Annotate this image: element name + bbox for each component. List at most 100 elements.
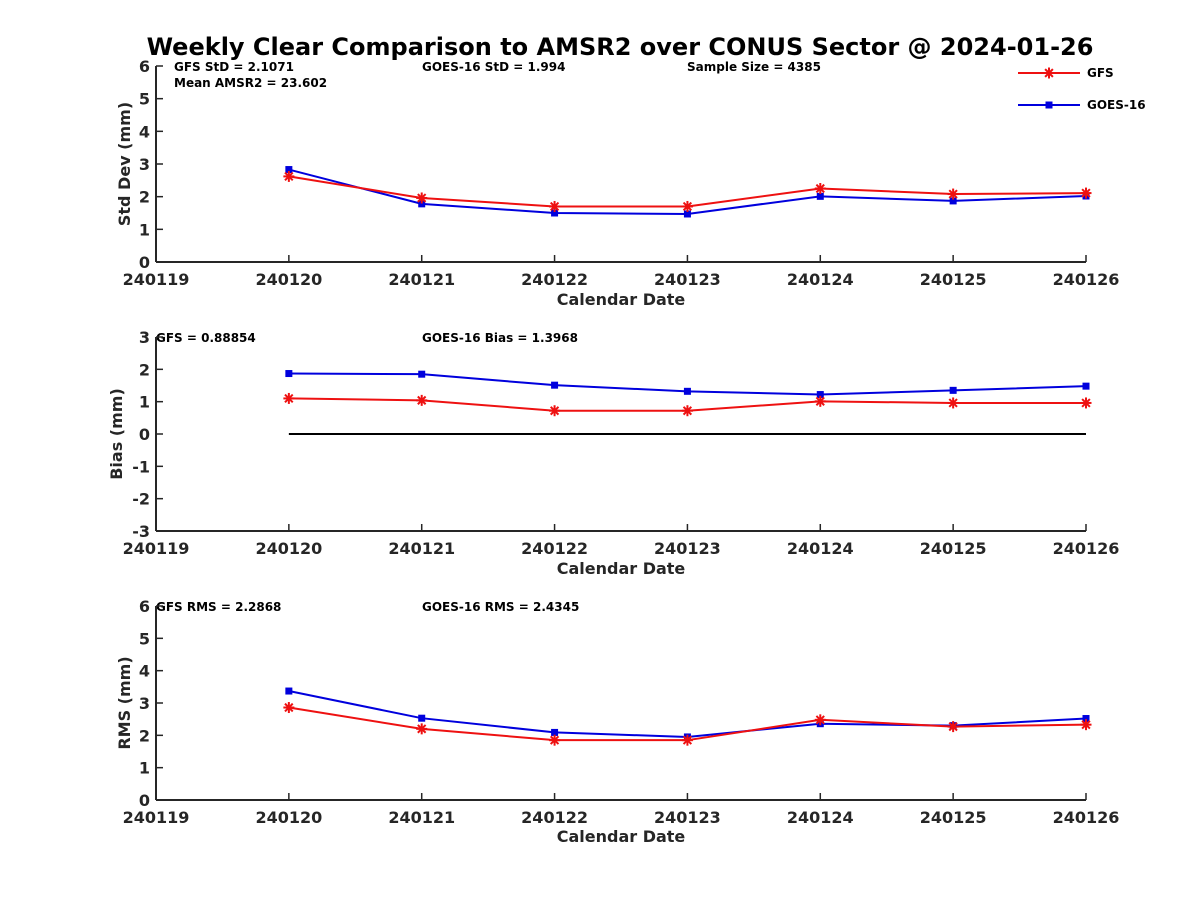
legend-gfs-marker-shape xyxy=(1043,67,1055,79)
bias-gfs-point xyxy=(1080,397,1092,409)
rms-x-tick-label: 240124 xyxy=(787,808,854,827)
asterisk-stroke xyxy=(284,171,294,182)
bias-gfs-point xyxy=(283,392,295,404)
asterisk-stroke xyxy=(815,396,825,406)
asterisk-stroke xyxy=(1081,720,1091,730)
bias-y-tick-label: -1 xyxy=(132,457,150,476)
asterisk-stroke xyxy=(549,201,560,212)
rms-x-tick-label: 240122 xyxy=(521,808,588,827)
std-dev-gfs-point xyxy=(283,170,295,182)
std-dev-y-tick-label: 2 xyxy=(139,188,150,207)
bias-x-tick-label: 240125 xyxy=(920,539,987,558)
bias-x-tick-label: 240124 xyxy=(787,539,854,558)
rms-goes-16-point xyxy=(551,728,559,736)
sample-size-annotation: Sample Size = 4385 xyxy=(687,60,821,74)
std-dev-x-tick-label: 240123 xyxy=(654,270,721,289)
legend-gfs-marker xyxy=(1043,67,1055,79)
std-dev-y-tick-label: 6 xyxy=(139,57,150,76)
asterisk-stroke xyxy=(417,724,427,734)
rms-y-tick-label: 0 xyxy=(139,791,150,810)
rms-y-tick-label: 5 xyxy=(139,629,150,648)
bias-x-tick-label: 240126 xyxy=(1053,539,1120,558)
bias-y-tick-label: 1 xyxy=(139,393,150,412)
asterisk-stroke xyxy=(948,398,958,408)
std-dev-x-axis-label: Calendar Date xyxy=(557,290,686,309)
bias-y-axis-label: Bias (mm) xyxy=(107,388,126,480)
gfs-rms-annotation: GFS RMS = 2.2868 xyxy=(156,600,281,614)
gfs-bias-annotation: GFS = 0.88854 xyxy=(156,331,256,345)
rms-x-tick-label: 240125 xyxy=(920,808,987,827)
goes-std-annotation: GOES-16 StD = 1.994 xyxy=(422,60,565,74)
bias-gfs-point xyxy=(814,395,826,407)
std-dev-gfs-point xyxy=(416,192,428,204)
rms-x-tick-label: 240126 xyxy=(1053,808,1120,827)
asterisk-stroke xyxy=(417,395,427,405)
bias-goes-16-point xyxy=(949,386,957,394)
std-dev-gfs-point xyxy=(1080,187,1092,199)
std-dev-y-axis-label: Std Dev (mm) xyxy=(115,102,134,226)
goes-rms-annotation: GOES-16 RMS = 2.4345 xyxy=(422,600,579,614)
mean-amsr2-annotation: Mean AMSR2 = 23.602 xyxy=(174,76,327,90)
std-dev-goes-16-point xyxy=(816,192,824,200)
bias-gfs-point xyxy=(416,394,428,406)
rms-y-axis-label: RMS (mm) xyxy=(115,656,134,749)
bias-y-tick-label: 0 xyxy=(139,425,150,444)
bias-goes-16-point xyxy=(285,370,293,378)
std-dev-x-tick-label: 240122 xyxy=(521,270,588,289)
std-dev-x-tick-label: 240125 xyxy=(920,270,987,289)
std-dev-goes-16-point xyxy=(418,200,426,208)
rms-x-tick-label: 240123 xyxy=(654,808,721,827)
std-dev-y-tick-label: 4 xyxy=(139,122,150,141)
rms-x-tick-label: 240119 xyxy=(123,808,190,827)
rms-goes-16-line xyxy=(288,690,1087,738)
std-dev-goes-16-point xyxy=(285,166,293,174)
rms-gfs-point xyxy=(549,734,561,746)
bias-gfs-point xyxy=(681,405,693,417)
std-dev-goes-16-point xyxy=(949,197,957,205)
std-dev-panel: GFS StD = 2.1071 Mean AMSR2 = 23.602 GOE… xyxy=(115,57,1119,309)
rms-goes-16-point xyxy=(285,687,293,695)
legend-goes-16-marker xyxy=(1045,101,1053,109)
bias-x-tick-label: 240119 xyxy=(123,539,190,558)
bias-x-tick-label: 240122 xyxy=(521,539,588,558)
asterisk-stroke xyxy=(1081,398,1091,408)
rms-x-tick-label: 240121 xyxy=(388,808,455,827)
std-dev-x-tick-label: 240126 xyxy=(1053,270,1120,289)
legend-goes-16-label: GOES-16 xyxy=(1087,98,1146,112)
rms-gfs-point xyxy=(283,702,295,714)
gfs-std-annotation: GFS StD = 2.1071 xyxy=(174,60,294,74)
rms-gfs-point xyxy=(1080,719,1092,731)
rms-gfs-point xyxy=(681,734,693,746)
rms-y-tick-label: 4 xyxy=(139,662,150,681)
bias-x-tick-label: 240121 xyxy=(388,539,455,558)
rms-y-tick-label: 2 xyxy=(139,726,150,745)
chart-title: Weekly Clear Comparison to AMSR2 over CO… xyxy=(147,33,1094,61)
std-dev-x-tick-label: 240124 xyxy=(787,270,854,289)
asterisk-stroke xyxy=(682,201,693,212)
rms-x-axis-label: Calendar Date xyxy=(557,827,686,846)
rms-gfs-point xyxy=(814,714,826,726)
bias-gfs-point xyxy=(549,405,561,417)
std-dev-x-tick-label: 240119 xyxy=(123,270,190,289)
rms-y-tick-label: 1 xyxy=(139,759,150,778)
rms-gfs-point xyxy=(947,721,959,733)
legend: GFS GOES-16 xyxy=(1018,66,1146,112)
bias-x-axis-label: Calendar Date xyxy=(557,559,686,578)
asterisk-stroke xyxy=(948,189,958,199)
bias-x-tick-label: 240120 xyxy=(255,539,322,558)
bias-goes-16-point xyxy=(418,370,426,378)
asterisk-stroke xyxy=(417,193,427,203)
rms-panel: GFS RMS = 2.2868 GOES-16 RMS = 2.4345 Ca… xyxy=(115,597,1119,846)
std-dev-y-tick-label: 0 xyxy=(139,253,150,272)
asterisk-stroke xyxy=(549,406,560,416)
bias-gfs-point xyxy=(947,397,959,409)
bias-y-tick-label: -2 xyxy=(132,490,150,509)
asterisk-stroke xyxy=(948,722,958,732)
asterisk-stroke xyxy=(284,702,294,713)
rms-gfs-point xyxy=(416,723,428,735)
rms-y-tick-label: 6 xyxy=(139,597,150,616)
asterisk-stroke xyxy=(549,735,560,745)
legend-goes-16-marker-shape xyxy=(1045,101,1053,109)
bias-y-tick-label: 2 xyxy=(139,360,150,379)
